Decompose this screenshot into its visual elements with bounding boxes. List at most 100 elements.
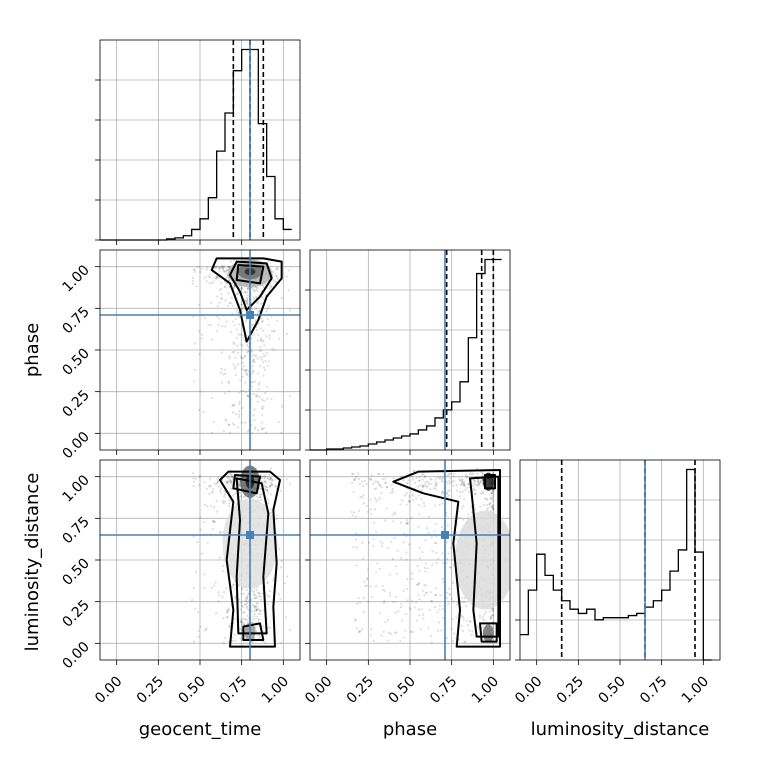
sample-point xyxy=(455,531,458,534)
sample-point xyxy=(254,594,258,597)
sample-point xyxy=(218,594,221,597)
sample-point xyxy=(354,618,357,621)
sample-point xyxy=(422,613,425,616)
sample-point xyxy=(374,571,378,574)
sample-point xyxy=(263,344,266,347)
sample-point xyxy=(397,610,400,613)
x-tick-label: 1.00 xyxy=(259,674,292,707)
sample-point xyxy=(392,600,395,604)
sample-point xyxy=(470,633,473,636)
sample-point xyxy=(401,619,404,622)
sample-point xyxy=(417,582,420,586)
sample-point xyxy=(462,483,465,486)
y-tick-label: 0.50 xyxy=(59,556,92,589)
sample-point xyxy=(465,476,468,479)
sample-point xyxy=(253,613,256,616)
sample-point xyxy=(239,620,242,623)
sample-point xyxy=(424,570,427,573)
sample-point xyxy=(233,367,236,370)
sample-point xyxy=(434,541,438,545)
sample-point xyxy=(231,475,234,478)
sample-point xyxy=(463,641,466,644)
sample-point xyxy=(440,525,444,529)
sample-point xyxy=(232,286,235,289)
sample-point xyxy=(383,589,386,592)
sample-point xyxy=(482,504,486,507)
sample-point xyxy=(257,333,260,336)
sample-point xyxy=(262,284,265,287)
sample-point xyxy=(227,423,231,426)
sample-point xyxy=(425,527,429,530)
sample-point xyxy=(245,588,248,592)
sample-point xyxy=(492,508,495,511)
sample-point xyxy=(426,485,429,488)
sample-point xyxy=(230,475,233,478)
sample-point xyxy=(471,630,474,633)
sample-point xyxy=(492,508,495,511)
sample-point xyxy=(262,475,265,478)
sample-point xyxy=(369,634,372,637)
sample-point xyxy=(422,501,425,505)
sample-point xyxy=(237,416,241,419)
sample-point xyxy=(257,618,260,622)
sample-point xyxy=(255,602,258,606)
contour-line xyxy=(235,477,270,635)
sample-point xyxy=(405,522,409,525)
sample-point xyxy=(258,309,261,312)
sample-point xyxy=(359,629,362,632)
sample-point xyxy=(467,513,470,516)
sample-point xyxy=(492,506,495,510)
truth-marker xyxy=(246,311,254,319)
sample-point xyxy=(434,593,437,597)
sample-point xyxy=(448,481,452,485)
sample-point xyxy=(441,577,444,581)
sample-point xyxy=(258,349,261,352)
sample-point xyxy=(227,292,230,295)
sample-point xyxy=(255,608,258,612)
sample-point xyxy=(222,590,226,594)
sample-point xyxy=(445,492,448,495)
sample-point xyxy=(489,497,492,500)
sample-point xyxy=(258,493,261,496)
sample-point xyxy=(244,618,247,621)
sample-point xyxy=(253,592,256,596)
sample-point xyxy=(380,634,383,637)
sample-point xyxy=(231,320,234,323)
sample-point xyxy=(218,301,221,304)
sample-point xyxy=(259,327,263,330)
sample-point xyxy=(481,626,484,629)
sample-point xyxy=(353,479,356,482)
sample-point xyxy=(258,609,262,612)
sample-point xyxy=(492,625,495,628)
sample-point xyxy=(368,477,371,480)
sample-point xyxy=(417,594,420,597)
contour-line xyxy=(229,260,273,311)
sample-point xyxy=(240,623,244,626)
sample-point xyxy=(216,295,219,298)
sample-point xyxy=(452,600,455,603)
sample-point xyxy=(213,521,217,524)
sample-point xyxy=(212,488,215,491)
sample-point xyxy=(224,325,227,328)
sample-point xyxy=(373,480,377,483)
sample-point xyxy=(195,285,198,288)
sample-point xyxy=(250,350,253,353)
sample-point xyxy=(207,324,210,327)
sample-point xyxy=(399,605,403,609)
sample-point xyxy=(425,480,428,483)
sample-point xyxy=(467,483,470,486)
sample-point xyxy=(417,494,420,497)
sample-point xyxy=(358,601,362,605)
contour-line xyxy=(242,622,265,641)
sample-point xyxy=(252,414,255,417)
sample-point xyxy=(388,594,392,597)
sample-point xyxy=(356,602,359,605)
sample-point xyxy=(492,471,495,475)
sample-point xyxy=(473,508,477,511)
sample-point xyxy=(266,364,270,367)
sample-point xyxy=(212,519,215,523)
sample-point xyxy=(208,281,211,285)
sample-point xyxy=(461,629,465,633)
sample-point xyxy=(271,484,274,487)
sample-point xyxy=(198,483,201,487)
